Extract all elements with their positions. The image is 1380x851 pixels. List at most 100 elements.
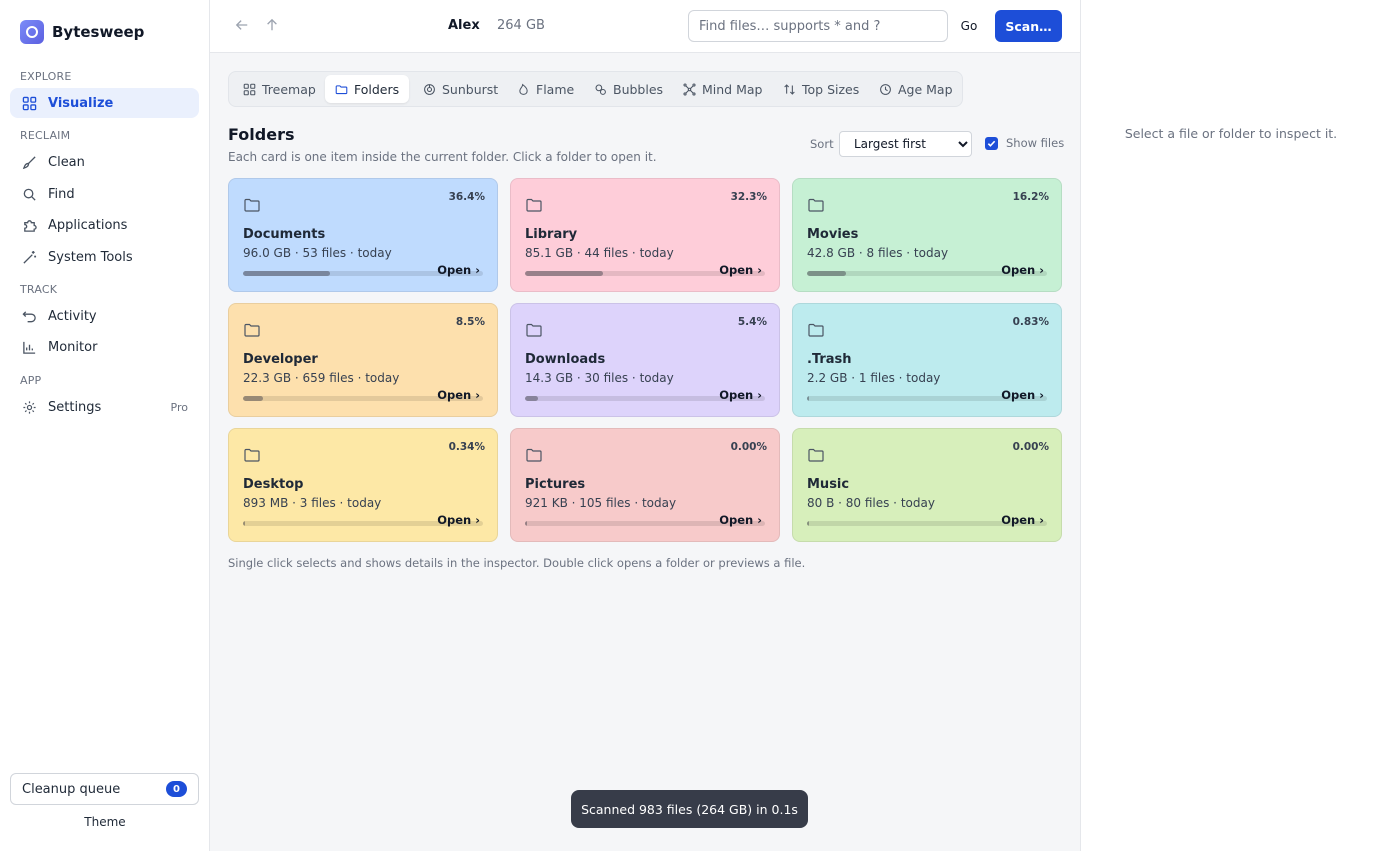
sidebar-item-label: Find — [48, 186, 75, 202]
sidebar-item-label: Visualize — [48, 95, 114, 111]
folder-name: Movies — [807, 227, 859, 242]
folder-card[interactable]: 0.00% Pictures 921 KB · 105 files · today O… — [510, 428, 780, 542]
grid-icon — [22, 96, 37, 110]
folder-card[interactable]: 8.5% Developer 22.3 GB · 659 files · today… — [228, 303, 498, 417]
folder-name: Library — [525, 227, 578, 242]
cleanup-queue-button[interactable]: Cleanup queue 0 — [10, 773, 199, 805]
tab-flame[interactable]: Flame — [507, 75, 584, 103]
open-folder-button[interactable]: Open › — [1001, 263, 1044, 277]
folder-size-bar-fill — [525, 396, 538, 401]
back-arrow-icon[interactable] — [235, 18, 249, 32]
sidebar: Bytesweep EXPLORE Visualize RECLAIM Clea… — [0, 0, 210, 851]
bubbles-icon — [595, 84, 606, 95]
tab-mind-map[interactable]: Mind Map — [673, 75, 772, 103]
folder-meta: 80 B · 80 files · today — [807, 496, 935, 510]
sunburst-icon — [424, 83, 435, 95]
page-subtitle: Each card is one item inside the current… — [228, 150, 657, 164]
treemap-icon — [243, 83, 256, 95]
nav-section-app: APP — [20, 374, 42, 387]
folder-size-bar — [807, 396, 1047, 401]
open-folder-button[interactable]: Open › — [719, 388, 762, 402]
show-files-checkbox[interactable] — [985, 136, 998, 150]
folder-name: Pictures — [525, 477, 586, 492]
folder-icon — [808, 197, 824, 212]
sidebar-item-find[interactable]: Find — [10, 179, 199, 209]
search-input[interactable] — [688, 10, 948, 42]
sidebar-item-applications[interactable]: Applications — [10, 210, 199, 240]
nav-section-explore: EXPLORE — [20, 70, 72, 83]
folder-card[interactable]: 0.00% Music 80 B · 80 files · today Open › — [792, 428, 1062, 542]
folder-name: Music — [807, 477, 850, 492]
flame-icon — [519, 83, 528, 95]
sidebar-item-visualize[interactable]: Visualize — [10, 88, 199, 118]
open-folder-button[interactable]: Open › — [1001, 388, 1044, 402]
folder-percent: 0.00% — [730, 441, 767, 453]
nav-section-reclaim: RECLAIM — [20, 129, 71, 142]
open-folder-button[interactable]: Open › — [719, 263, 762, 277]
app-name: Bytesweep — [52, 23, 145, 41]
folder-percent: 5.4% — [737, 316, 767, 328]
folder-meta: 22.3 GB · 659 files · today — [243, 371, 400, 385]
open-folder-button[interactable]: Open › — [437, 263, 480, 277]
sidebar-item-clean[interactable]: Clean — [10, 147, 199, 177]
folder-size-bar — [807, 271, 1047, 276]
folder-name: Documents — [243, 227, 326, 242]
tab-sunburst[interactable]: Sunburst — [413, 75, 508, 103]
search-icon — [23, 188, 36, 201]
tab-top-sizes[interactable]: Top Sizes — [773, 75, 869, 103]
tab-label: Age Map — [898, 81, 953, 97]
folder-meta: 893 MB · 3 files · today — [243, 496, 382, 510]
folder-card[interactable]: 36.4% Documents 96.0 GB · 53 files · today… — [228, 178, 498, 292]
volume-name: Alex — [448, 18, 480, 33]
tab-treemap[interactable]: Treemap — [233, 75, 326, 103]
brand: Bytesweep — [20, 20, 144, 44]
up-arrow-icon[interactable] — [265, 18, 279, 32]
pro-badge: Pro — [170, 400, 188, 414]
brush-icon — [22, 155, 36, 169]
folder-percent: 0.83% — [1012, 316, 1049, 328]
folder-icon — [808, 447, 824, 462]
sort-select[interactable]: Largest first — [839, 131, 972, 157]
open-folder-button[interactable]: Open › — [719, 513, 762, 527]
open-folder-button[interactable]: Open › — [1001, 513, 1044, 527]
tab-bubbles[interactable]: Bubbles — [584, 75, 673, 103]
open-folder-button[interactable]: Open › — [437, 513, 480, 527]
app-logo-icon — [20, 20, 44, 44]
folder-name: Developer — [243, 352, 318, 367]
folder-size-bar — [243, 271, 483, 276]
folder-card[interactable]: 0.83% .Trash 2.2 GB · 1 files · today Open … — [792, 303, 1062, 417]
scan-button[interactable]: Scan… — [995, 10, 1062, 42]
sidebar-item-label: Activity — [48, 308, 97, 324]
sidebar-item-settings[interactable]: Settings Pro — [10, 392, 199, 422]
nav-section-track: TRACK — [20, 283, 58, 296]
folder-size-bar-fill — [525, 271, 603, 276]
open-folder-button[interactable]: Open › — [437, 388, 480, 402]
tab-folders[interactable]: Folders — [325, 75, 410, 103]
sidebar-item-label: Monitor — [48, 339, 98, 355]
folder-size-bar-fill — [243, 396, 264, 401]
folder-meta: 96.0 GB · 53 files · today — [243, 246, 392, 260]
folder-icon — [526, 447, 542, 462]
clock-icon — [880, 83, 891, 95]
theme-toggle[interactable]: Theme — [84, 815, 126, 829]
sidebar-item-label: System Tools — [48, 249, 133, 265]
bar-chart-icon — [23, 341, 36, 354]
sidebar-item-monitor[interactable]: Monitor — [10, 332, 199, 362]
folder-card[interactable]: 5.4% Downloads 14.3 GB · 30 files · today O… — [510, 303, 780, 417]
folder-card[interactable]: 32.3% Library 85.1 GB · 44 files · today Op… — [510, 178, 780, 292]
sidebar-item-system-tools[interactable]: System Tools — [10, 242, 199, 272]
folder-size-bar-fill — [525, 521, 527, 526]
folder-card[interactable]: 0.34% Desktop 893 MB · 3 files · today Open… — [228, 428, 498, 542]
go-button[interactable]: Go — [956, 10, 982, 42]
folder-size-bar — [525, 521, 765, 526]
folder-icon — [244, 197, 260, 212]
cleanup-queue-label: Cleanup queue — [22, 781, 121, 797]
folder-size-bar — [807, 521, 1047, 526]
tab-age-map[interactable]: Age Map — [869, 75, 963, 103]
show-files-toggle[interactable]: Show files — [985, 136, 1064, 150]
folder-card[interactable]: 16.2% Movies 42.8 GB · 8 files · today Open… — [792, 178, 1062, 292]
inspector-panel: Select a file or folder to inspect it. — [1080, 0, 1380, 851]
wand-icon — [23, 250, 37, 264]
sidebar-item-activity[interactable]: Activity — [10, 301, 199, 331]
folder-meta: 42.8 GB · 8 files · today — [807, 246, 949, 260]
